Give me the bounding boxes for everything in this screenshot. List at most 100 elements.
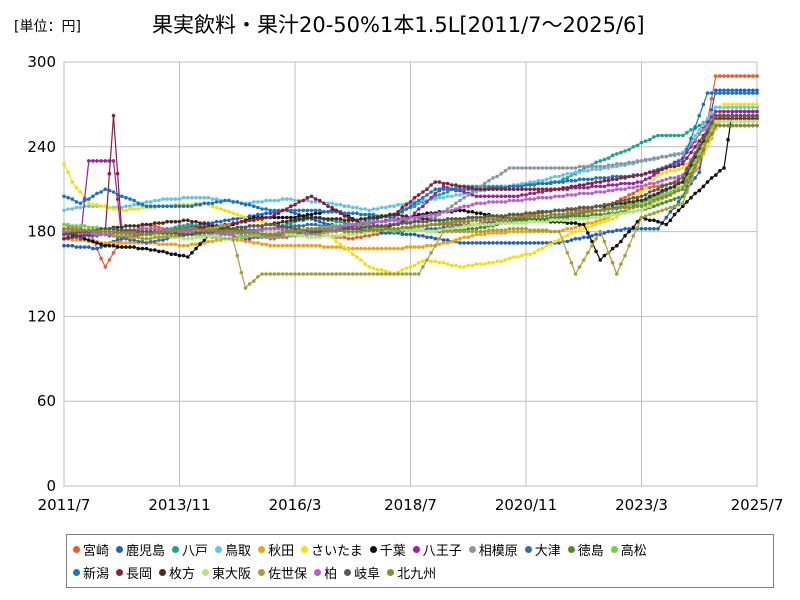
data-point bbox=[330, 228, 334, 232]
data-point bbox=[705, 139, 710, 143]
data-point bbox=[272, 232, 277, 237]
data-point bbox=[338, 228, 343, 232]
data-point bbox=[99, 245, 103, 249]
data-point bbox=[482, 262, 487, 266]
data-point bbox=[202, 201, 207, 206]
data-point bbox=[722, 166, 726, 170]
data-point bbox=[487, 222, 491, 227]
legend-marker bbox=[172, 546, 180, 553]
data-point bbox=[252, 204, 256, 208]
data-point bbox=[573, 272, 578, 276]
data-point bbox=[742, 88, 747, 93]
data-point bbox=[227, 222, 231, 227]
data-point bbox=[648, 170, 652, 174]
data-point bbox=[474, 222, 479, 227]
data-point bbox=[268, 272, 273, 276]
data-point bbox=[305, 227, 310, 231]
data-point bbox=[252, 224, 256, 228]
data-point bbox=[656, 191, 660, 196]
data-point bbox=[557, 180, 561, 184]
data-point bbox=[437, 222, 442, 227]
data-point bbox=[124, 241, 128, 245]
data-point bbox=[660, 201, 664, 206]
data-point bbox=[239, 201, 244, 206]
data-point bbox=[540, 246, 545, 251]
data-point bbox=[623, 227, 627, 231]
data-point bbox=[536, 210, 541, 214]
data-point bbox=[140, 227, 145, 231]
data-point bbox=[524, 211, 528, 215]
data-point bbox=[503, 217, 508, 221]
data-point bbox=[342, 229, 347, 234]
data-point bbox=[289, 221, 293, 225]
data-point bbox=[214, 200, 219, 204]
data-point bbox=[219, 200, 223, 204]
data-point bbox=[573, 170, 578, 174]
data-point bbox=[173, 204, 178, 208]
data-point bbox=[359, 221, 363, 225]
data-point bbox=[219, 229, 223, 234]
data-point bbox=[408, 272, 413, 276]
data-point bbox=[635, 143, 640, 148]
data-point bbox=[582, 222, 586, 227]
data-point bbox=[491, 194, 495, 199]
data-point bbox=[181, 229, 186, 234]
data-point bbox=[553, 180, 557, 184]
data-point bbox=[577, 228, 582, 232]
data-point bbox=[305, 208, 310, 213]
data-point bbox=[342, 211, 347, 215]
data-point bbox=[730, 123, 735, 128]
data-point bbox=[99, 159, 103, 163]
data-point bbox=[334, 225, 339, 230]
data-point bbox=[532, 217, 537, 221]
data-point bbox=[371, 228, 376, 232]
data-point bbox=[322, 221, 326, 225]
data-point bbox=[648, 190, 652, 194]
data-point bbox=[416, 224, 421, 228]
data-point bbox=[177, 224, 182, 228]
data-point bbox=[338, 224, 343, 228]
data-point bbox=[351, 252, 355, 256]
data-point bbox=[676, 152, 681, 156]
data-point bbox=[594, 160, 598, 165]
data-point bbox=[103, 232, 108, 237]
data-point bbox=[602, 164, 607, 169]
legend-label: 徳島 bbox=[577, 544, 604, 559]
data-point bbox=[379, 214, 384, 218]
data-point bbox=[520, 241, 524, 245]
data-point bbox=[305, 212, 310, 217]
data-point bbox=[111, 234, 116, 238]
data-point bbox=[247, 218, 252, 223]
data-point bbox=[124, 245, 128, 249]
data-point bbox=[516, 184, 520, 189]
data-point bbox=[499, 217, 504, 221]
data-point bbox=[751, 74, 755, 78]
data-point bbox=[342, 224, 347, 228]
data-point bbox=[569, 178, 574, 183]
data-point bbox=[144, 236, 149, 241]
data-point bbox=[544, 177, 549, 182]
data-point bbox=[103, 229, 108, 234]
data-point bbox=[272, 208, 277, 213]
data-point bbox=[615, 164, 619, 169]
data-point bbox=[214, 234, 219, 238]
data-point bbox=[297, 217, 301, 221]
data-point bbox=[631, 174, 636, 179]
data-point bbox=[536, 241, 541, 245]
data-point bbox=[177, 197, 182, 201]
data-point bbox=[297, 272, 301, 276]
data-point bbox=[206, 234, 211, 238]
data-point bbox=[177, 253, 182, 258]
data-point bbox=[643, 227, 648, 231]
data-point bbox=[635, 188, 640, 193]
data-point bbox=[70, 224, 75, 228]
data-point bbox=[623, 211, 627, 215]
data-point bbox=[478, 215, 483, 220]
data-point bbox=[355, 205, 359, 210]
data-point bbox=[495, 187, 499, 191]
data-point bbox=[594, 208, 598, 213]
data-point bbox=[747, 113, 751, 118]
data-point bbox=[124, 204, 128, 208]
data-point bbox=[656, 187, 660, 191]
data-point bbox=[132, 228, 136, 232]
